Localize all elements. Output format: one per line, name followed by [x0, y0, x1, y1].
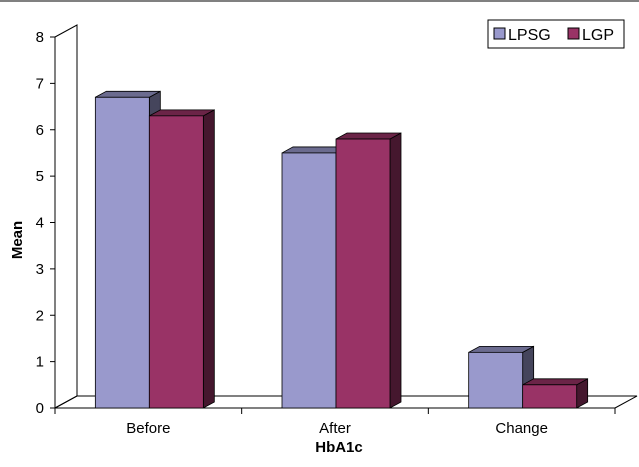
bar-front-face — [281, 152, 337, 409]
legend: LPSG LGP — [487, 19, 625, 49]
x-axis-title: HbA1c — [315, 439, 363, 456]
legend-swatch — [493, 27, 506, 40]
y-tick-label: 2 — [36, 307, 44, 324]
bars — [94, 90, 589, 409]
bar-front-face — [148, 115, 204, 409]
bar-top-face — [149, 109, 215, 117]
y-tick-label: 3 — [36, 261, 44, 278]
bar-front-face — [94, 96, 150, 409]
y-tick-label: 1 — [36, 354, 44, 371]
legend-swatch — [567, 27, 580, 40]
side-wall-outline — [54, 24, 78, 409]
bar-front-face — [522, 384, 578, 409]
bar-front-face — [468, 351, 524, 409]
y-tick-label: 8 — [36, 29, 44, 46]
y-tick-label: 7 — [36, 75, 44, 92]
bar-front-face — [335, 138, 391, 409]
y-axis-title: Mean — [9, 221, 26, 259]
legend-box — [487, 19, 625, 49]
bar — [148, 109, 215, 409]
y-tick-label: 5 — [36, 168, 44, 185]
bar-side-face — [202, 109, 215, 409]
x-tick-label: After — [319, 420, 351, 437]
y-tick-label: 6 — [36, 122, 44, 139]
bar-top-face — [335, 132, 402, 140]
bar-top-face — [95, 90, 161, 98]
legend-label: LGP — [582, 27, 614, 44]
legend-label: LPSG — [508, 27, 551, 44]
y-axis-ticks: 0 1 2 3 4 5 6 7 8 — [36, 29, 55, 417]
bar — [522, 378, 589, 409]
y-tick-label: 0 — [36, 400, 44, 417]
bar — [335, 132, 402, 409]
bar-top-face — [522, 378, 588, 386]
y-tick-label: 4 — [36, 215, 44, 232]
bar-side-face — [389, 132, 402, 409]
x-tick-label: Before — [126, 420, 170, 437]
bar-top-face — [468, 345, 534, 353]
x-axis-ticks: Before After Change — [54, 408, 616, 437]
x-tick-label: Change — [495, 420, 548, 437]
